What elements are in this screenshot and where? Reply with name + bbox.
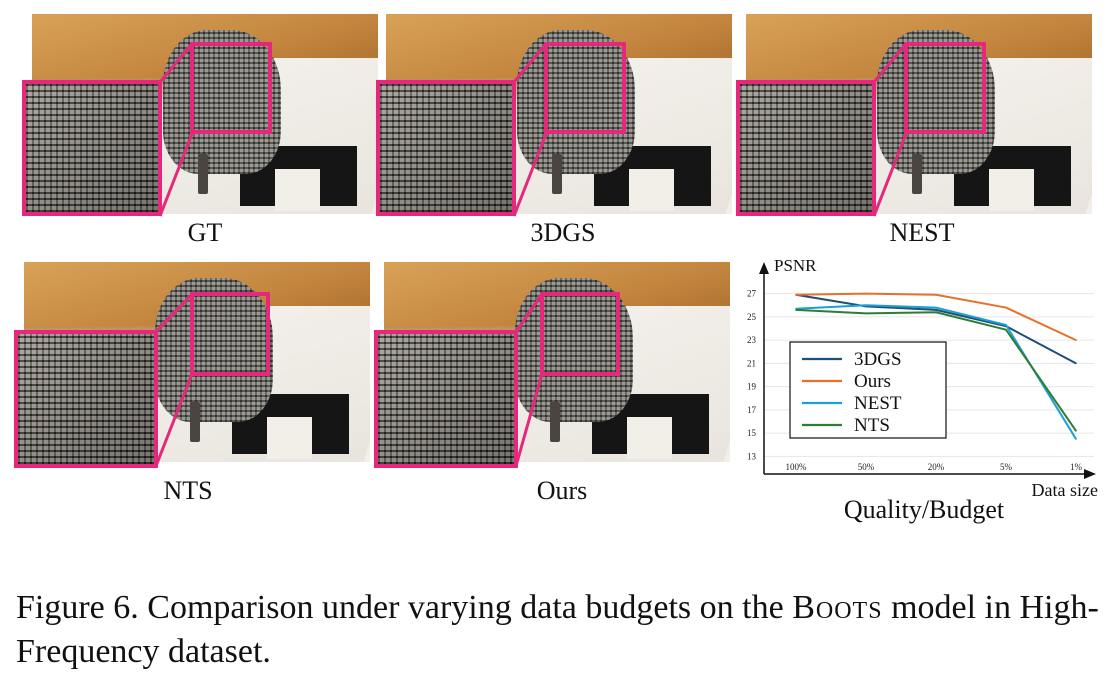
zoom-region-box bbox=[190, 42, 272, 134]
panel-label-ours: Ours bbox=[536, 476, 588, 505]
data-point bbox=[865, 312, 867, 315]
data-point bbox=[1005, 306, 1007, 309]
panel-ours bbox=[374, 262, 730, 470]
panel-nest bbox=[736, 14, 1092, 222]
data-point bbox=[1075, 430, 1077, 432]
x-axis-arrow bbox=[1084, 469, 1096, 479]
y-tick-label: 27 bbox=[747, 289, 757, 299]
data-point bbox=[865, 304, 867, 307]
zoom-region-box bbox=[544, 42, 626, 134]
zoom-connector-lines bbox=[512, 43, 548, 217]
data-point bbox=[795, 309, 797, 311]
zoom-inset bbox=[14, 330, 158, 468]
panel-nts bbox=[14, 262, 370, 470]
data-point bbox=[1005, 328, 1007, 331]
render-image bbox=[32, 14, 378, 214]
y-tick-label: 15 bbox=[747, 428, 757, 438]
psnr-line-chart: 13 15 17 19 21 23 25 27 PSNR Data size Quality/Bud… bbox=[747, 256, 1098, 524]
y-tick-label: 17 bbox=[747, 405, 757, 415]
panel-gt bbox=[22, 14, 378, 222]
y-tick-label: 23 bbox=[747, 335, 757, 345]
caption-prefix: Figure 6. Comparison under varying data … bbox=[16, 589, 793, 626]
legend-label: NEST bbox=[854, 393, 902, 414]
x-tick-label: 100% bbox=[786, 462, 808, 472]
zoom-inset bbox=[376, 80, 516, 216]
data-point bbox=[1005, 324, 1007, 326]
data-point bbox=[935, 311, 937, 314]
caption-model-name: Boots bbox=[792, 589, 883, 626]
figure-caption: Figure 6. Comparison under varying data … bbox=[16, 586, 1111, 674]
data-point bbox=[865, 292, 867, 295]
x-tick-label: 50% bbox=[858, 462, 875, 472]
y-tick-label: 21 bbox=[747, 358, 756, 368]
panel-label-3dgs: 3DGS bbox=[530, 218, 596, 247]
y-axis-arrow bbox=[759, 262, 769, 274]
zoom-connector-lines bbox=[872, 43, 908, 217]
panel-label-nts: NTS bbox=[163, 476, 213, 505]
zoom-connector-lines bbox=[154, 292, 194, 467]
legend-label: NTS bbox=[854, 415, 890, 436]
panel-label-nest: NEST bbox=[889, 218, 955, 247]
y-axis-label: PSNR bbox=[774, 256, 817, 275]
legend-label: 3DGS bbox=[854, 349, 902, 370]
x-tick-label: 5% bbox=[1000, 462, 1013, 472]
data-point bbox=[1075, 339, 1077, 341]
zoom-region-box bbox=[540, 292, 620, 376]
x-tick-label: 20% bbox=[928, 462, 945, 472]
zoom-inset bbox=[374, 330, 518, 468]
data-point bbox=[1075, 362, 1077, 365]
zoom-inset bbox=[22, 80, 162, 216]
y-tick-label: 25 bbox=[747, 312, 757, 322]
y-tick-label: 13 bbox=[747, 451, 757, 461]
zoom-connector-lines bbox=[514, 293, 544, 467]
data-point bbox=[935, 309, 937, 311]
legend-label: Ours bbox=[854, 371, 891, 392]
zoom-region-box bbox=[190, 292, 270, 376]
x-axis-label: Data size bbox=[1032, 480, 1098, 500]
panel-3dgs bbox=[376, 14, 732, 222]
data-point bbox=[935, 293, 937, 296]
y-tick-label: 19 bbox=[747, 382, 757, 392]
x-tick-label: 1% bbox=[1070, 462, 1083, 472]
zoom-inset bbox=[736, 80, 876, 216]
chart-subtitle: Quality/Budget bbox=[844, 495, 1005, 524]
caption-suffix: model in High-Frequency dataset. bbox=[16, 589, 1099, 670]
zoom-connector-lines bbox=[158, 43, 194, 217]
panel-label-gt: GT bbox=[187, 218, 223, 247]
zoom-region-box bbox=[904, 42, 986, 134]
data-point bbox=[935, 306, 937, 309]
data-point bbox=[1075, 438, 1077, 440]
data-point bbox=[795, 293, 797, 296]
